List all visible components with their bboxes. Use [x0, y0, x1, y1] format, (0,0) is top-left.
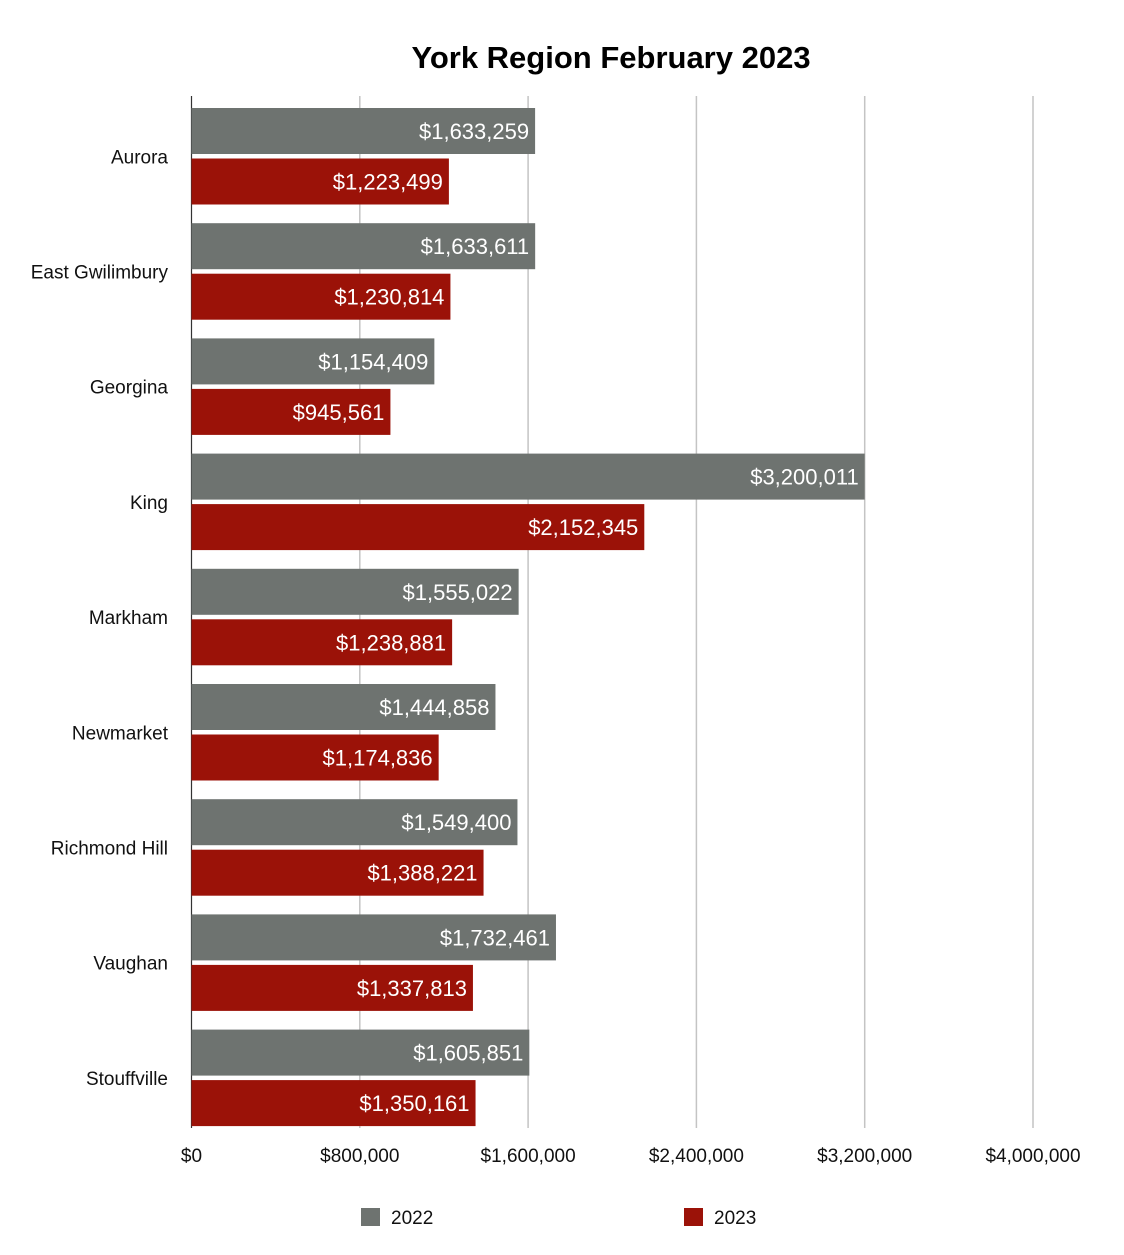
bar-2022: [191, 108, 536, 154]
category-label: Markham: [89, 608, 168, 629]
bar-2023: [191, 158, 449, 205]
x-tick-label: $1,600,000: [481, 1146, 576, 1167]
bar-value-label: $1,230,814: [334, 285, 444, 310]
x-tick-label: $0: [181, 1146, 202, 1167]
bar-value-label: $1,633,611: [421, 234, 529, 259]
category-label: Richmond Hill: [51, 838, 168, 859]
bar-2022: [191, 223, 536, 270]
bar-2023: [191, 504, 645, 551]
legend-swatch-2023: [684, 1208, 703, 1226]
bar-2023: [191, 388, 391, 435]
bar-value-label: $1,154,409: [318, 349, 428, 374]
x-tick-label: $3,200,000: [817, 1146, 912, 1167]
bar-2022: [191, 684, 496, 730]
category-label: Newmarket: [72, 723, 169, 744]
bar-value-label: $1,388,221: [367, 861, 477, 886]
legend: 2022 2023: [361, 1208, 756, 1229]
legend-label: 2023: [714, 1208, 756, 1229]
x-tick-label: $800,000: [320, 1146, 399, 1167]
bars: $1,633,259 $1,223,499 $1,633,611 $1,230,814…: [191, 108, 865, 1127]
category-label: Vaughan: [93, 954, 168, 975]
category-labels: Aurora East Gwilimbury Georgina King Markham…: [31, 147, 169, 1090]
bar-2023: [191, 619, 453, 666]
bar-value-label: $1,633,259: [419, 119, 529, 144]
bar-value-label: $945,561: [293, 400, 385, 425]
bar-value-label: $3,200,011: [750, 465, 858, 490]
bar-value-label: $1,555,022: [403, 580, 513, 605]
bar-value-label: $1,549,400: [401, 810, 511, 835]
bar-2023: [191, 1080, 476, 1127]
category-label: East Gwilimbury: [31, 262, 169, 283]
bar-value-label: $1,238,881: [336, 630, 446, 655]
bar-2022: [191, 914, 556, 961]
legend-label: 2022: [391, 1208, 433, 1229]
category-label: Aurora: [111, 147, 168, 168]
bar-value-label: $1,444,858: [379, 695, 489, 720]
category-label: King: [130, 493, 168, 514]
bar-2022: [191, 1029, 530, 1076]
bar-2023: [191, 849, 484, 896]
legend-swatch-2022: [361, 1208, 380, 1226]
bar-2022: [191, 568, 519, 615]
bar-value-label: $1,174,836: [323, 746, 433, 771]
x-tick-label: $2,400,000: [649, 1146, 744, 1167]
bar-value-label: $2,152,345: [528, 515, 638, 540]
category-label: Stouffville: [86, 1069, 168, 1090]
bar-value-label: $1,605,851: [413, 1041, 523, 1066]
bar-2022: [191, 799, 518, 846]
x-axis-tick-labels: $0 $800,000 $1,600,000 $2,400,000 $3,200,000…: [181, 1146, 1081, 1167]
category-label: Georgina: [90, 378, 169, 399]
bar-2022: [191, 338, 435, 385]
x-tick-label: $4,000,000: [985, 1146, 1080, 1167]
bar-value-label: $1,350,161: [359, 1091, 469, 1116]
bar-2023: [191, 964, 473, 1011]
bar-value-label: $1,732,461: [440, 925, 550, 950]
bar-value-label: $1,337,813: [357, 976, 467, 1001]
bar-2022: [191, 453, 865, 500]
bar-2023: [191, 273, 451, 320]
bar-value-label: $1,223,499: [333, 170, 443, 195]
bar-2023: [191, 734, 439, 781]
chart-title: York Region February 2023: [411, 40, 810, 75]
